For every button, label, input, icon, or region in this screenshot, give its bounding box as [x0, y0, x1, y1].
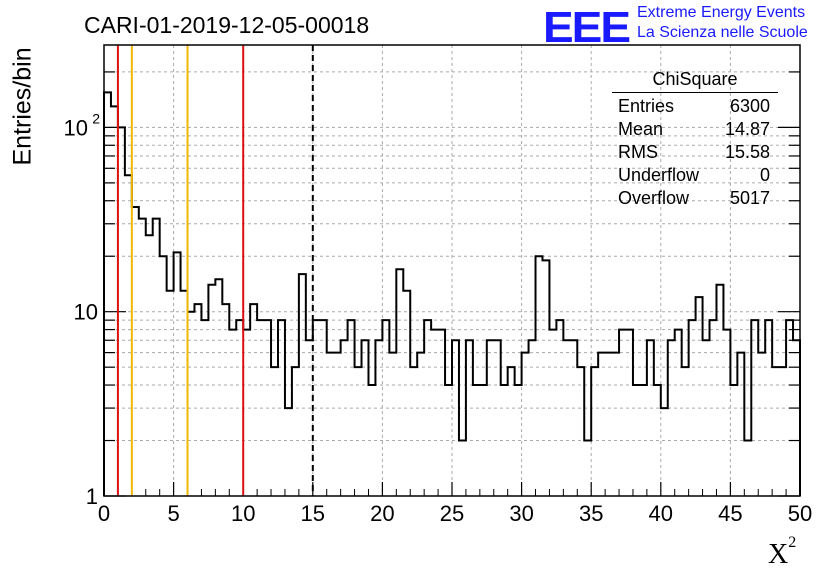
x-axis-label: X2	[768, 534, 796, 571]
stats-label: Overflow	[618, 188, 690, 208]
grid-lines	[104, 45, 800, 496]
stats-label: Mean	[618, 119, 664, 139]
x-axis-label-sup: 2	[788, 533, 797, 551]
y-tick-label: 10	[64, 115, 88, 140]
x-tick-label: 45	[718, 501, 742, 526]
stats-row-underflow: Underflow 0	[612, 164, 778, 187]
x-tick-label: 20	[370, 501, 394, 526]
y-axis-label: Entries/bin	[8, 47, 37, 166]
stats-value: 15.58	[724, 142, 770, 162]
stats-row-rms: RMS 15.58	[612, 141, 778, 164]
x-tick-label: 40	[649, 501, 673, 526]
x-tick-label: 0	[98, 501, 110, 526]
stats-label: Underflow	[618, 165, 700, 185]
x-axis-label-text: X	[768, 539, 789, 570]
stats-box: ChiSquare Entries 6300 Mean 14.87 RMS 15…	[612, 68, 778, 210]
y-tick-label: 1	[86, 484, 98, 509]
logo-line-2: La Scienza nelle Scuole	[637, 24, 808, 41]
x-tick-label: 10	[231, 501, 255, 526]
x-tick-label: 5	[167, 501, 179, 526]
x-tick-label: 50	[788, 501, 812, 526]
threshold-lines	[116, 45, 314, 496]
stats-row-entries: Entries 6300	[612, 95, 778, 118]
plot-frame	[103, 44, 801, 497]
y-tick-label-exponent: 2	[92, 110, 100, 126]
x-tick-label: 15	[301, 501, 325, 526]
chart-title: CARI-01-2019-12-05-00018	[84, 12, 370, 38]
x-tick-label: 35	[579, 501, 603, 526]
histogram-step-line	[103, 91, 801, 496]
stats-value: 6300	[729, 96, 770, 116]
stats-title: ChiSquare	[612, 68, 778, 93]
stats-value: 0	[759, 165, 770, 185]
stats-label: RMS	[618, 142, 658, 162]
stats-row-mean: Mean 14.87	[612, 118, 778, 141]
x-tick-label: 30	[509, 501, 533, 526]
x-tick-labels: 0 5 10 15 20 25 30 35 40 45 50	[98, 501, 812, 526]
eee-logo: EEE	[543, 2, 631, 52]
y-tick-label: 10	[74, 300, 98, 325]
stats-row-overflow: Overflow 5017	[612, 187, 778, 210]
stats-value: 5017	[729, 188, 770, 208]
stats-value: 14.87	[724, 119, 770, 139]
stats-label: Entries	[618, 96, 675, 116]
logo-line-1: Extreme Energy Events	[637, 4, 806, 21]
x-tick-label: 25	[440, 501, 464, 526]
